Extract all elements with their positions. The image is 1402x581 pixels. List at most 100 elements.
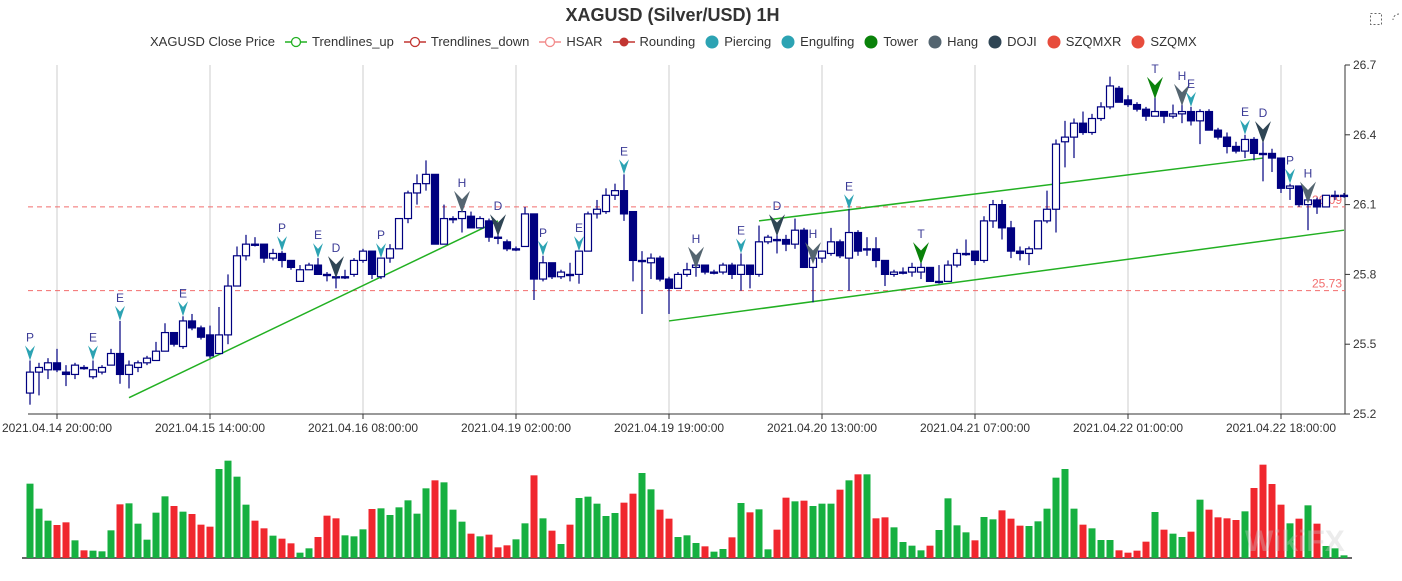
volume-bar [206,526,214,558]
arrow-down-icon [115,305,125,321]
candle [862,237,872,256]
candle-body-down [961,252,971,256]
candle [898,267,908,275]
candle-body-up [25,371,35,394]
legend-item-hsar[interactable]: HSAR [539,34,603,49]
volume-bar [125,503,133,558]
candle [583,211,593,252]
candle [187,313,197,331]
volume-bar [485,534,493,558]
legend-item-trendlines-up[interactable]: Trendlines_up [284,34,394,49]
legend-item-hang[interactable]: Hang [928,34,978,49]
volume-bar [476,536,484,558]
candle [133,360,143,373]
restore-icon[interactable] [1391,12,1401,26]
candle [988,199,998,228]
legend-label: DOJI [1007,34,1037,49]
candle-body-up [421,173,431,185]
candle [1339,192,1349,198]
volume-bar [1061,469,1069,558]
candle [880,259,890,287]
pattern-marker-engulfing: E [574,221,584,252]
candle-body-down [709,271,719,274]
volume-bar [971,540,979,558]
candle-body-up [295,269,305,282]
candle-body-down [529,213,539,280]
legend-label: Trendlines_down [430,34,530,49]
volume-bar [35,508,43,558]
candle [790,218,800,249]
legend-item-rounding[interactable]: Rounding [612,34,695,49]
candle [313,258,323,275]
legend-item-xagusd-close-price[interactable]: XAGUSD Close Price [150,34,275,49]
candle [1330,190,1340,200]
candle-body-up [43,362,53,371]
volume-bar [26,483,34,558]
volume-bar [368,509,376,558]
volume-bar [386,515,394,558]
candle-body-up [124,364,134,376]
candle-body-up [394,217,404,250]
pattern-marker-piercing: P [1285,154,1295,184]
candle [178,316,188,349]
candle [547,262,557,280]
volume-bar [854,474,862,558]
volume-bar [1322,546,1330,558]
volume-bar [1151,512,1159,558]
volume-bar [1331,548,1339,558]
candle [286,259,296,270]
candle-body-up [763,236,773,243]
candle [1006,220,1016,259]
y-tick-label: 25.2 [1353,407,1377,421]
legend-item-doji[interactable]: DOJI [988,34,1037,49]
volume-bar [899,542,907,558]
candle [1213,127,1223,140]
volume-bar [908,545,916,558]
legend-item-engulfing[interactable]: Engulfing [781,34,854,49]
volume-bar [1250,488,1258,558]
candle-body-down [187,320,197,329]
candle-body-up [160,331,170,352]
legend-item-tower[interactable]: Tower [864,34,918,49]
pattern-marker-engulfing: E [88,330,98,361]
volume-bar [1052,477,1060,558]
candle-body-down [1249,138,1259,155]
volume-bar [818,503,826,558]
candle-body-down [898,271,908,274]
y-tick-label: 25.5 [1353,337,1377,351]
candle [142,355,152,366]
volume-bar [314,537,322,558]
candle [871,237,881,268]
volume-bar [449,509,457,558]
volume-bar [44,520,52,558]
legend-item-szqmx[interactable]: SZQMX [1131,34,1197,49]
volume-bar [611,513,619,558]
volume-bar [287,543,295,558]
legend-label: Trendlines_up [311,34,394,49]
candle [223,274,233,345]
arrow-down-icon [1240,119,1250,135]
candle-body-down [313,264,323,275]
legend-item-piercing[interactable]: Piercing [705,34,771,49]
volume-bar [1268,484,1276,558]
pattern-label: H [1178,69,1187,83]
candle [403,190,413,224]
candle [439,204,449,245]
candle-body-up [106,352,116,366]
candle [673,272,683,289]
candle [88,360,98,380]
candle-body-down [835,241,845,257]
volume-bar [269,535,277,558]
legend-item-szqmxr[interactable]: SZQMXR [1047,34,1121,49]
candle-body-down [277,252,287,262]
volume-bar [134,523,142,558]
candle [1294,185,1304,207]
zoom-icon[interactable] [1369,12,1383,26]
pattern-marker-engulfing: E [1240,105,1250,135]
candle [529,213,539,300]
candle [214,306,224,355]
candle-body-down [628,210,638,262]
candle [169,331,179,347]
candle [889,269,899,277]
legend-item-trendlines-down[interactable]: Trendlines_down [403,34,530,49]
